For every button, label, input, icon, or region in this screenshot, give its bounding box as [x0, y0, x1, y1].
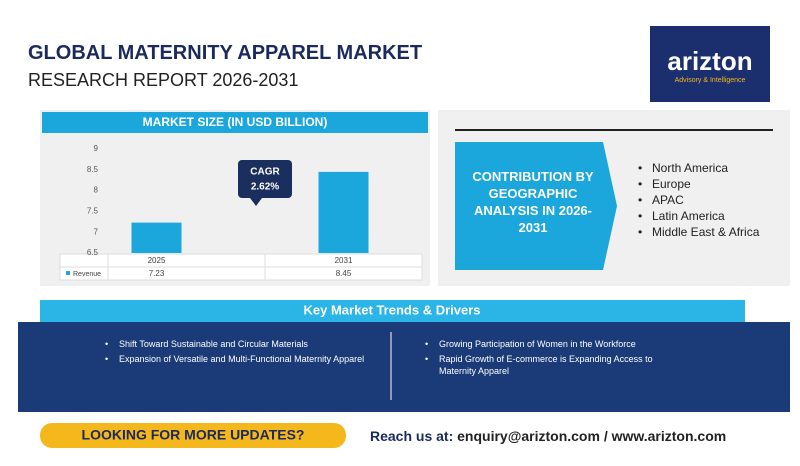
x-tick-label: 2025 [148, 256, 166, 265]
geo-title: CONTRIBUTION BY GEOGRAPHIC ANALYSIS IN 2… [472, 169, 594, 235]
cta: LOOKING FOR MORE UPDATES? [82, 427, 305, 443]
table-value: 7.23 [149, 269, 165, 278]
contact: enquiry@arizton.com / www.arizton.com [457, 428, 727, 444]
y-tick-label: 6.5 [87, 248, 99, 257]
legend-label: Revenue [73, 271, 101, 278]
bar [318, 171, 369, 253]
y-tick-label: 7 [94, 227, 99, 236]
list-item: Rapid Growth of E-commerce is Expanding … [425, 353, 685, 377]
trends-title: Key Market Trends & Drivers [303, 302, 480, 317]
legend-swatch [66, 271, 70, 275]
logo-box: arizton Advisory & Intelligence [650, 26, 770, 102]
list-item: Middle East & Africa [636, 224, 759, 240]
annotation-box [238, 160, 292, 198]
annotation-pointer [250, 198, 262, 206]
list-item: North America [636, 160, 759, 176]
chart-title: MARKET SIZE (IN USD BILLION) [143, 115, 328, 129]
logo-tagline: Advisory & Intelligence [674, 77, 746, 84]
trend-list: Growing Participation of Women in the Wo… [425, 338, 685, 380]
title: GLOBAL MATERNITY APPAREL MARKET [28, 42, 423, 64]
list-item: Europe [636, 176, 759, 192]
region-list: North AmericaEuropeAPACLatin AmericaMidd… [636, 160, 759, 240]
geo-arrow [455, 142, 617, 270]
list-item: APAC [636, 192, 759, 208]
y-tick-label: 8 [94, 186, 99, 195]
list-item: Growing Participation of Women in the Wo… [425, 338, 685, 350]
list-item: Expansion of Versatile and Multi-Functio… [105, 353, 375, 365]
trends-header [40, 300, 745, 322]
list-item: Shift Toward Sustainable and Circular Ma… [105, 338, 375, 350]
cta-pill [40, 423, 346, 448]
bar [131, 222, 182, 253]
y-tick-label: 7.5 [87, 207, 99, 216]
y-tick-label: 8.5 [87, 165, 99, 174]
reach-label: Reach us at: [370, 428, 454, 444]
annotation-title: CAGR [250, 167, 280, 178]
contact-line: Reach us at: enquiry@arizton.com / www.a… [370, 428, 726, 444]
y-tick-label: 9 [94, 144, 99, 153]
logo-name: arizton [667, 46, 753, 76]
annotation-text: 2.62% [251, 182, 279, 193]
trend-list: Shift Toward Sustainable and Circular Ma… [105, 338, 375, 368]
chart-header [42, 112, 428, 133]
list-item: Latin America [636, 208, 759, 224]
subtitle: RESEARCH REPORT 2026-2031 [28, 70, 299, 90]
table-value: 8.45 [336, 269, 352, 278]
x-tick-label: 2031 [335, 256, 353, 265]
